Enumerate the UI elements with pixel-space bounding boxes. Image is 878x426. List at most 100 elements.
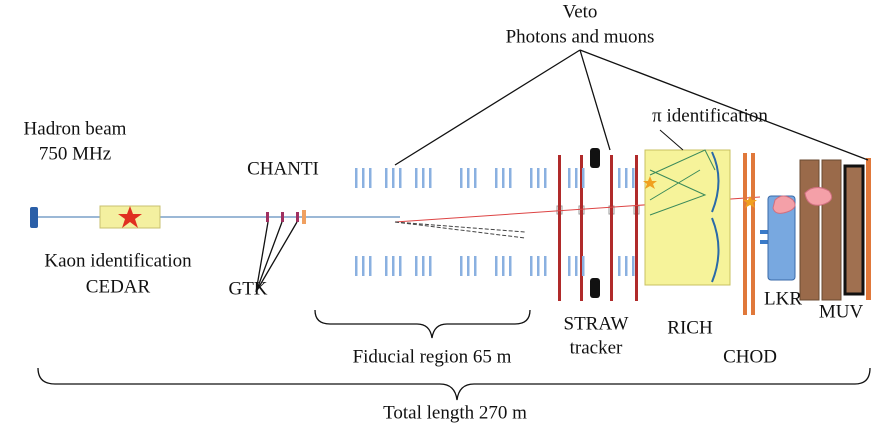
lav-bar — [362, 256, 365, 276]
lav-bar — [502, 256, 505, 276]
rich-mirror — [711, 151, 720, 283]
lav-bar — [362, 168, 365, 188]
lav-bar — [495, 168, 498, 188]
muv3-module — [843, 164, 865, 296]
magnet — [590, 148, 600, 168]
lav-bar — [415, 168, 418, 188]
lav-bar — [568, 168, 571, 188]
lav-bar — [495, 256, 498, 276]
straw-chamber — [558, 155, 561, 301]
lav-bar — [429, 256, 432, 276]
label: Hadron beam — [24, 118, 127, 139]
label: Total length 270 m — [383, 402, 527, 423]
chod-plane — [743, 153, 747, 315]
lav-bar — [568, 256, 571, 276]
label: CHOD — [723, 346, 777, 367]
lav-bar — [618, 168, 621, 188]
lav-bar — [544, 168, 547, 188]
lav-bar — [582, 256, 585, 276]
lav-bar — [385, 168, 388, 188]
straw-chamber — [635, 155, 638, 301]
irc — [760, 230, 768, 234]
gtk-pointers — [255, 221, 298, 293]
lav-end — [866, 158, 871, 300]
lav-bar — [467, 168, 470, 188]
lav-bar — [502, 168, 505, 188]
straw-chamber — [580, 155, 583, 301]
lav-bar — [575, 256, 578, 276]
lav-bar — [530, 256, 533, 276]
lav-bar — [355, 256, 358, 276]
decay-track — [394, 221, 526, 233]
cedar-star — [118, 206, 142, 228]
straw-chamber — [610, 155, 613, 301]
lav-bar — [537, 168, 540, 188]
lav-bar — [460, 256, 463, 276]
total-brace — [37, 367, 871, 401]
chod-plane — [751, 153, 755, 315]
label: 750 MHz — [39, 143, 111, 164]
lav-bar — [399, 168, 402, 188]
label: MUV — [819, 301, 864, 322]
rich-star — [643, 176, 657, 189]
pointer-lines — [394, 49, 869, 166]
lav-bar — [632, 168, 635, 188]
gtk-station — [296, 212, 299, 222]
showers — [772, 187, 833, 214]
gtk-station — [266, 212, 269, 222]
chod-star — [743, 196, 757, 208]
label: GTK — [228, 278, 267, 299]
lav-bar — [509, 168, 512, 188]
lav-bar — [467, 256, 470, 276]
gtk-station — [281, 212, 284, 222]
label: Kaon identification — [44, 250, 192, 271]
lav-bar — [369, 168, 372, 188]
lav-bar — [399, 256, 402, 276]
label: Veto — [563, 1, 598, 22]
label: π identification — [652, 105, 768, 126]
muv-module — [799, 159, 820, 301]
lav-bar — [369, 256, 372, 276]
rich-vessel — [644, 149, 731, 286]
lav-bar — [618, 256, 621, 276]
magnet — [590, 278, 600, 298]
lav-bar — [625, 256, 628, 276]
lav-bar — [392, 256, 395, 276]
chanti-module — [302, 210, 306, 224]
label: LKR — [764, 288, 802, 309]
irc — [760, 240, 768, 244]
label: tracker — [570, 337, 623, 358]
lav-bar — [385, 256, 388, 276]
fiducial-brace — [314, 309, 531, 339]
lav-bar — [422, 168, 425, 188]
rich-rays — [649, 149, 716, 216]
lav-bar — [544, 256, 547, 276]
muv-module — [821, 159, 842, 301]
lav-bar — [530, 168, 533, 188]
detector-layout — [30, 49, 871, 401]
label: CHANTI — [247, 158, 319, 179]
label: STRAW — [564, 313, 629, 334]
label: CEDAR — [86, 276, 151, 297]
lav-bar — [460, 168, 463, 188]
lav-bar — [392, 168, 395, 188]
lav-bar — [582, 168, 585, 188]
lav-bar — [415, 256, 418, 276]
label: RICH — [667, 317, 713, 338]
decay-track — [394, 221, 526, 239]
lav-bar — [474, 256, 477, 276]
lav-bar — [537, 256, 540, 276]
beam-source — [30, 207, 38, 228]
rich-pointer — [659, 129, 684, 151]
label: Fiducial region 65 m — [353, 346, 512, 367]
lav-bar — [422, 256, 425, 276]
lav-bar — [632, 256, 635, 276]
lav-bar — [509, 256, 512, 276]
label: Photons and muons — [506, 26, 655, 47]
lav-bar — [429, 168, 432, 188]
lav-bar — [474, 168, 477, 188]
lav-bar — [575, 168, 578, 188]
lav-bar — [625, 168, 628, 188]
lav-bar — [355, 168, 358, 188]
